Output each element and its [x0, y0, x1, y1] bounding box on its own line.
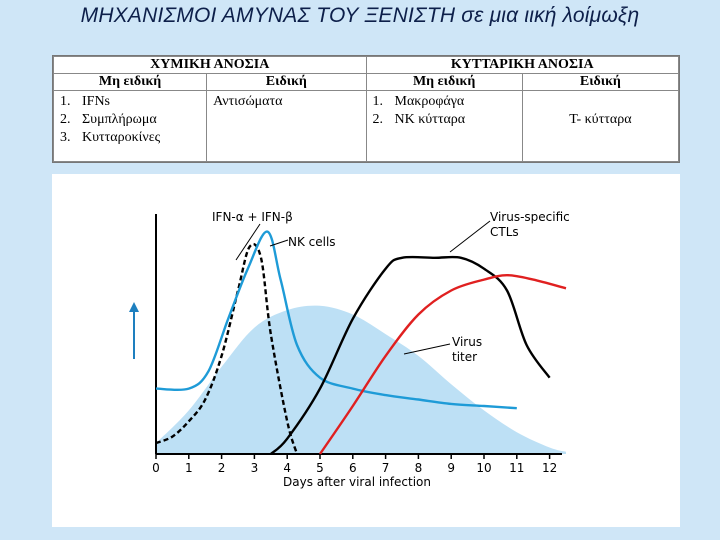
sub-humoral-specific: Ειδική — [206, 73, 367, 91]
cell-cellular-nonspecific: 1. Μακροφάγα 2. NK κύτταρα — [365, 90, 523, 162]
label-ctl-2: CTLs — [490, 225, 519, 239]
leader-ifn — [235, 223, 261, 261]
immunity-grid: ΧΥΜΙΚΗ ΑΝΟΣΙΑ ΚΥΤΤΑΡΙΚΗ ΑΝΟΣΙΑ Μη ειδική… — [52, 56, 680, 162]
leader-nk — [269, 239, 289, 247]
x-tick-label: 11 — [509, 461, 524, 475]
x-tick-label: 8 — [415, 461, 423, 475]
sub-cellular-specific: Ειδική — [521, 73, 680, 91]
series-line-0 — [155, 242, 299, 455]
chart-svg: IFN-α + IFN-β NK cells Virus-specific CT… — [129, 210, 570, 489]
list-item: 2. Συμπλήρωμα — [60, 112, 157, 127]
sub-cellular-nonspecific: Μη ειδική — [365, 73, 523, 91]
leader-ctl — [449, 220, 491, 253]
sub-humoral-nonspecific: Μη ειδική — [52, 73, 208, 91]
x-tick-label: 6 — [349, 461, 357, 475]
cell-humoral-specific: Αντισώματα — [206, 90, 367, 162]
label-nk: NK cells — [288, 235, 336, 249]
arrow-head-icon — [129, 302, 139, 312]
series-line-1 — [155, 230, 517, 410]
list-item: 1. IFNs — [60, 94, 111, 109]
label-titer-2: titer — [452, 350, 477, 364]
x-tick-label: 4 — [283, 461, 291, 475]
header-humoral: ΧΥΜΙΚΗ ΑΝΟΣΙΑ — [53, 56, 367, 74]
series-virus-titer-area — [156, 305, 566, 454]
x-tick-label: 3 — [251, 461, 259, 475]
leader-titer — [403, 343, 451, 355]
x-tick-label: 12 — [542, 461, 557, 475]
label-titer-1: Virus — [452, 335, 482, 349]
label-ifn: IFN-α + IFN-β — [212, 210, 293, 224]
x-tick-label: 7 — [382, 461, 390, 475]
x-tick-label: 1 — [185, 461, 193, 475]
series-line-2 — [269, 255, 551, 455]
immunity-table: ΧΥΜΙΚΗ ΑΝΟΣΙΑ ΚΥΤΤΑΡΙΚΗ ΑΝΟΣΙΑ Μη ειδική… — [52, 55, 680, 163]
x-tick-label: 0 — [152, 461, 160, 475]
infection-chart: IFN-α + IFN-β NK cells Virus-specific CT… — [52, 174, 680, 527]
x-tick-label: 5 — [316, 461, 324, 475]
x-tick-label: 9 — [447, 461, 455, 475]
list-item: 2. NK κύτταρα — [372, 112, 466, 127]
series-line-3 — [319, 274, 567, 455]
cell-cellular-specific: T- κύτταρα — [521, 90, 680, 162]
header-cellular: ΚΥΤΤΑΡΙΚΗ ΑΝΟΣΙΑ — [365, 56, 679, 74]
page-title: ΜΗΧΑΝΙΣΜΟΙ ΑΜΥΝΑΣ ΤΟΥ ΞΕΝΙΣΤΗ σε μια ιικ… — [80, 4, 640, 27]
x-tick-label: 2 — [218, 461, 226, 475]
list-item: 1. Μακροφάγα — [372, 94, 465, 109]
x-tick-label: 10 — [476, 461, 491, 475]
label-ctl-1: Virus-specific — [490, 210, 570, 224]
cell-humoral-nonspecific: 1. IFNs 2. Συμπλήρωμα 3. Κυτταροκίνες — [52, 90, 208, 162]
x-axis-label: Days after viral infection — [283, 475, 431, 489]
list-item: 3. Κυτταροκίνες — [60, 130, 161, 145]
